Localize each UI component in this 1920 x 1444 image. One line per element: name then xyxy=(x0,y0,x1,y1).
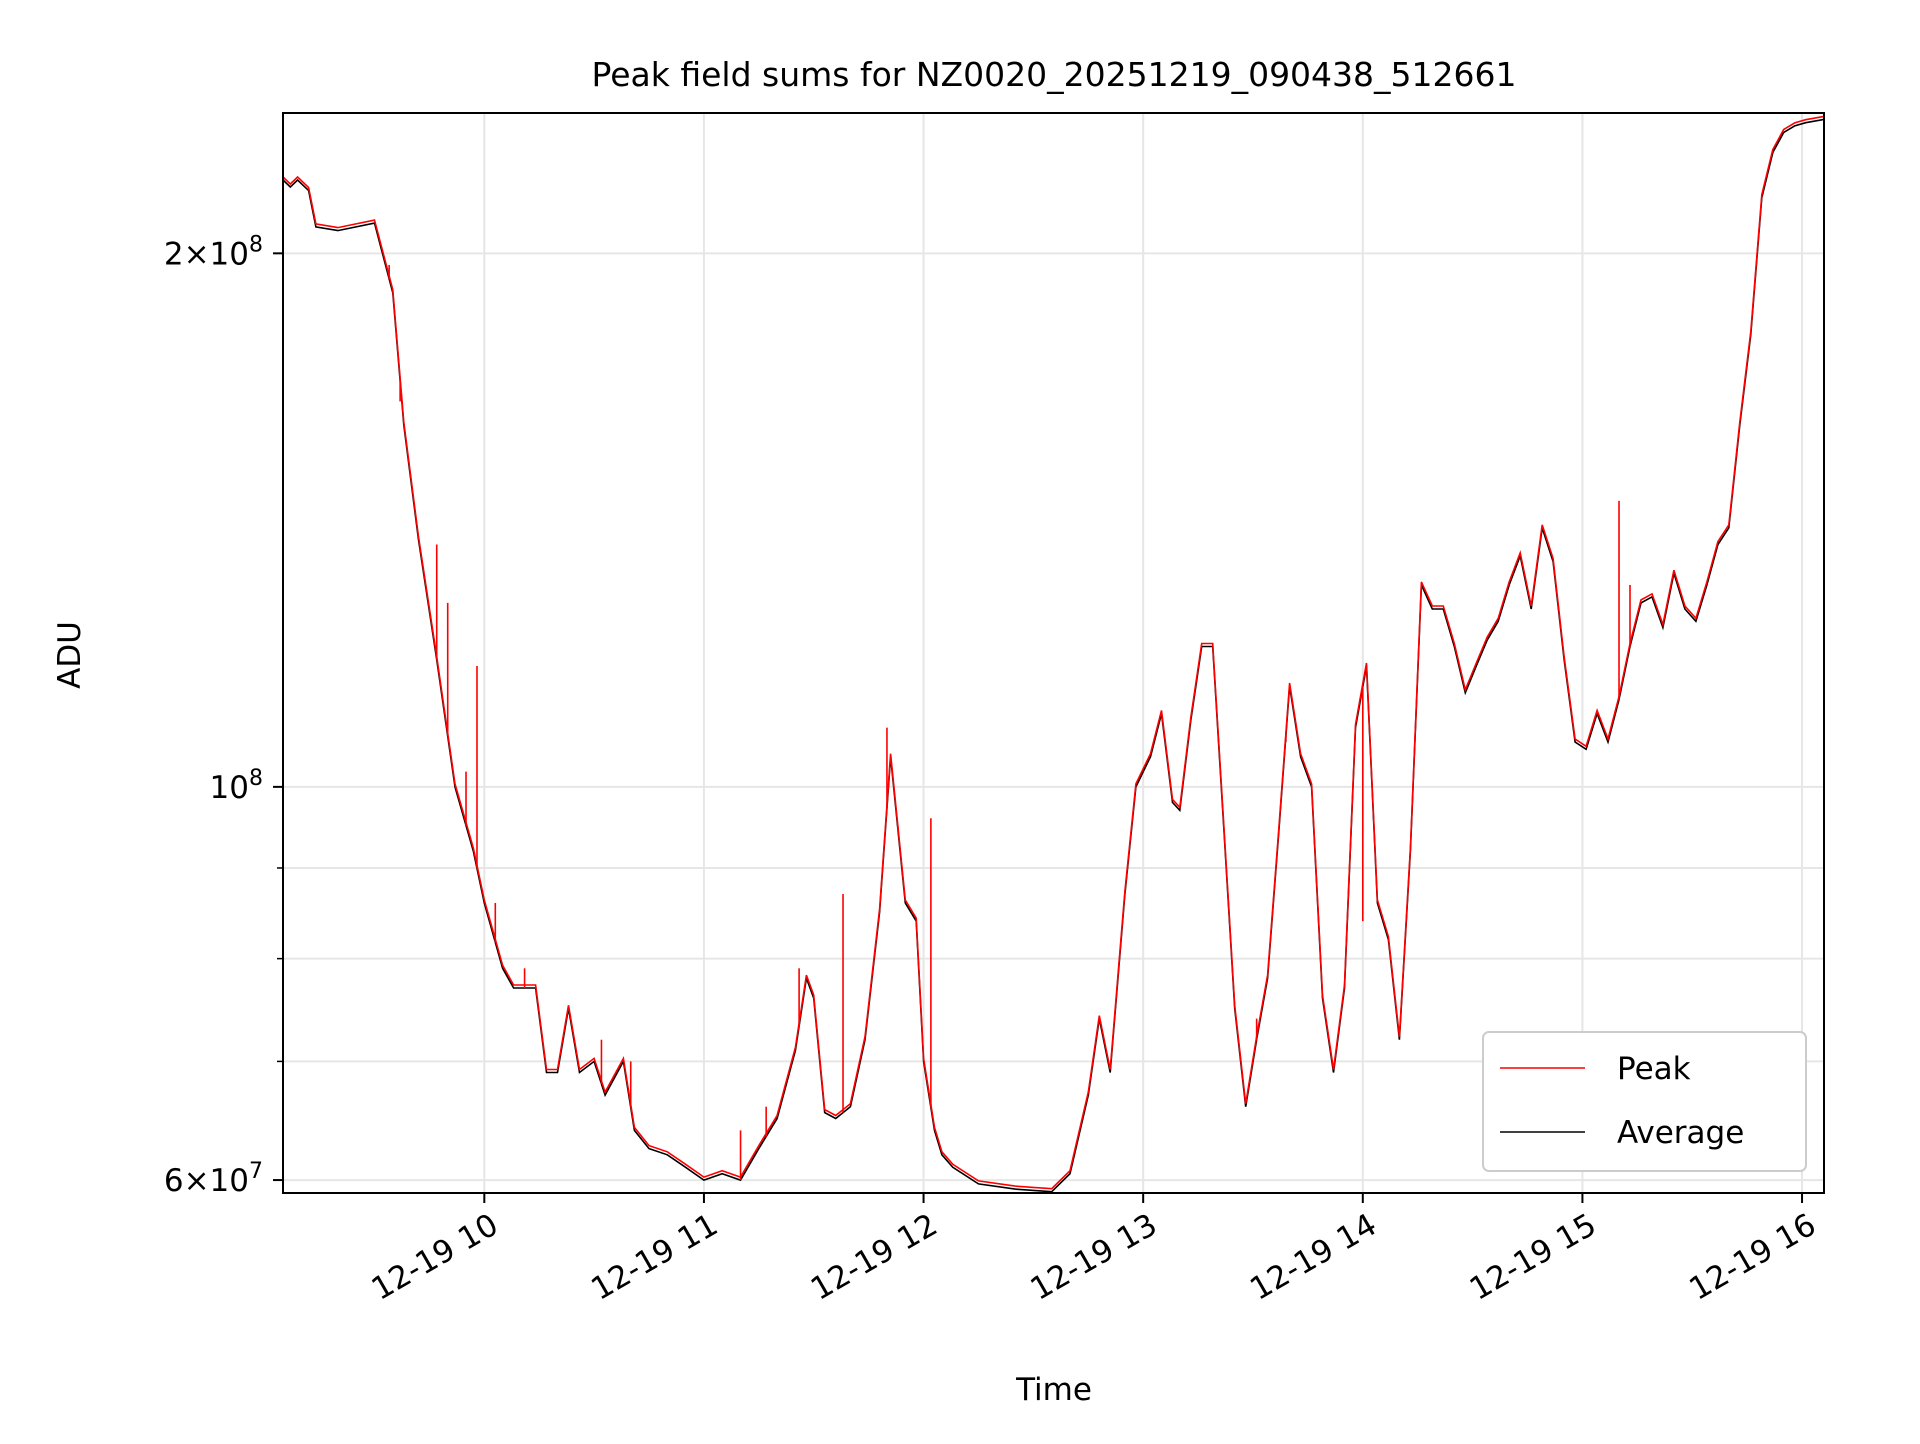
plot-frame xyxy=(282,112,1825,1194)
y-tick-label: 6×107 xyxy=(164,1159,263,1199)
legend-peak-label: Peak xyxy=(1617,1051,1691,1087)
chart-title: Peak field sums for NZ0020_20251219_0904… xyxy=(591,55,1516,94)
grid xyxy=(283,113,1824,1193)
y-axis: 6×107 108 2×108 xyxy=(164,232,283,1199)
legend: Peak Average xyxy=(1482,1031,1807,1172)
y-axis-label: ADU xyxy=(52,621,88,689)
x-axis-label: Time xyxy=(1015,1372,1092,1408)
legend-average-label: Average xyxy=(1617,1115,1744,1151)
y-tick-label: 108 xyxy=(210,766,263,806)
peak-line xyxy=(283,115,1824,1190)
legend-box xyxy=(1482,1031,1807,1172)
y-tick-label: 2×108 xyxy=(164,232,263,272)
peak-series xyxy=(283,115,1824,1190)
